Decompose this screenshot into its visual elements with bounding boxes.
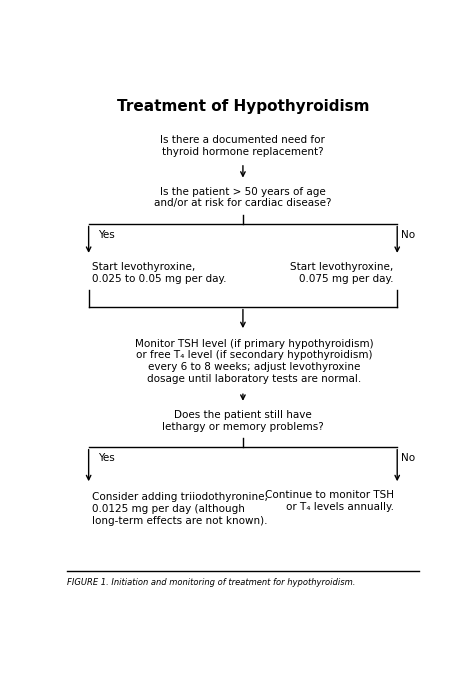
Text: Continue to monitor TSH
or T₄ levels annually.: Continue to monitor TSH or T₄ levels ann… <box>264 491 393 512</box>
Text: Consider adding triiodothyronine,
0.0125 mg per day (although
long-term effects : Consider adding triiodothyronine, 0.0125… <box>92 493 268 526</box>
Text: Is the patient > 50 years of age
and/or at risk for cardiac disease?: Is the patient > 50 years of age and/or … <box>154 187 332 208</box>
Text: FIGURE 1. Initiation and monitoring of treatment for hypothyroidism.: FIGURE 1. Initiation and monitoring of t… <box>66 578 355 587</box>
Text: Start levothyroxine,
0.075 mg per day.: Start levothyroxine, 0.075 mg per day. <box>290 262 393 284</box>
Text: Monitor TSH level (if primary hypothyroidism)
or free T₄ level (if secondary hyp: Monitor TSH level (if primary hypothyroi… <box>135 339 373 384</box>
Text: Is there a documented need for
thyroid hormone replacement?: Is there a documented need for thyroid h… <box>161 135 325 156</box>
Text: No: No <box>401 230 415 240</box>
Text: Start levothyroxine,
0.025 to 0.05 mg per day.: Start levothyroxine, 0.025 to 0.05 mg pe… <box>92 262 227 284</box>
Text: No: No <box>401 453 415 463</box>
Text: Yes: Yes <box>98 453 115 463</box>
Text: Treatment of Hypothyroidism: Treatment of Hypothyroidism <box>117 99 369 115</box>
Text: Does the patient still have
lethargy or memory problems?: Does the patient still have lethargy or … <box>162 410 324 431</box>
Text: Yes: Yes <box>98 230 115 240</box>
